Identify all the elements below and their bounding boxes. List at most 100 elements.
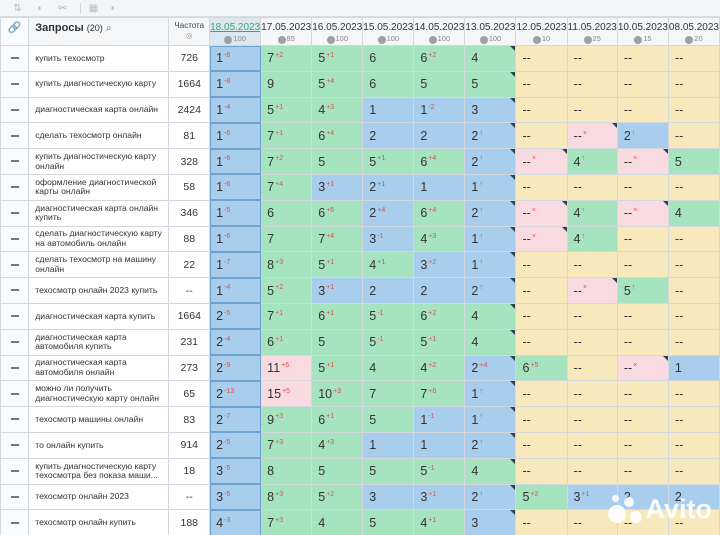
position-cell[interactable]: -- [515,173,568,201]
position-cell[interactable]: 6+1 [311,406,364,433]
query-text[interactable]: купить диагностическую карту [28,70,170,98]
position-cell[interactable]: -- [515,457,568,485]
position-cell[interactable]: 8 [260,457,313,485]
position-cell[interactable]: -- [515,431,568,459]
position-cell[interactable]: 2↑ [464,277,517,304]
position-cell[interactable]: 10+3 [311,380,364,408]
position-cell[interactable]: -- [616,70,669,98]
position-cell[interactable]: 5 [311,328,364,356]
position-cell[interactable]: 5 [413,70,466,98]
position-cell[interactable]: 1↑ [464,173,517,201]
position-cell[interactable]: -- [667,225,720,253]
row-menu[interactable] [0,483,30,511]
position-cell[interactable]: -- [616,96,669,124]
query-text[interactable]: техосмотр онлайн купить [28,509,170,535]
position-cell[interactable]: 3+2 [413,251,466,279]
row-menu[interactable] [0,406,30,433]
date-label[interactable]: 18.05.2023 [210,22,261,34]
position-cell[interactable]: 6 [362,45,415,72]
date-column-header[interactable]: 16.05.2023 100 [311,17,364,46]
search-icon[interactable]: ⌕ [105,23,112,34]
position-cell[interactable]: 4↑ [566,148,618,175]
position-cell[interactable]: 2 [413,122,466,150]
position-cell[interactable]: 4+2 [413,354,466,382]
position-cell[interactable]: -- [616,251,669,279]
position-cell[interactable]: -- [515,70,568,98]
minus-icon[interactable] [10,237,19,240]
minus-icon[interactable] [10,108,19,111]
position-cell[interactable]: 3+1 [566,483,618,511]
row-menu[interactable] [0,251,30,279]
position-cell[interactable]: 1-4 [209,277,262,304]
position-cell[interactable]: -- [515,328,568,356]
row-menu[interactable] [0,277,30,304]
row-menu[interactable] [0,431,30,459]
position-cell[interactable]: -- [566,509,618,535]
position-cell[interactable]: 5+1 [311,251,364,279]
query-text[interactable]: диагностическая карта онлайн купить [28,199,170,227]
position-cell[interactable]: 9 [260,70,313,98]
position-cell[interactable]: 5↑ [616,277,669,304]
position-cell[interactable]: 5+2 [311,483,364,511]
date-column-header[interactable]: 15.05.2023 100 [362,17,415,46]
position-cell[interactable]: 5+1 [311,354,364,382]
position-cell[interactable]: 1-6 [209,225,262,253]
query-text[interactable]: купить техосмотр [28,45,170,72]
position-cell[interactable]: -- [667,96,720,124]
position-cell[interactable]: 11+6 [260,354,313,382]
query-text[interactable]: техосмотр машины онлайн [28,406,170,433]
minus-icon[interactable] [10,134,19,137]
row-menu[interactable] [0,122,30,150]
position-cell[interactable]: --× [616,148,669,175]
position-cell[interactable]: 3-5 [209,457,262,485]
date-label[interactable]: 14.05.2023 [414,22,465,34]
position-cell[interactable]: 7+1 [260,122,313,150]
date-column-header[interactable]: 12.05.2023 10 [515,17,568,46]
position-cell[interactable]: 5+2 [260,277,313,304]
minus-icon[interactable] [10,495,19,498]
position-cell[interactable]: 15+5 [260,380,313,408]
position-cell[interactable]: -- [667,380,720,408]
row-menu[interactable] [0,225,30,253]
position-cell[interactable]: 7+4 [260,173,313,201]
position-cell[interactable]: 1↑ [464,225,517,253]
date-label[interactable]: 17.05.2023 [261,22,312,34]
position-cell[interactable]: 1-8 [209,70,262,98]
date-label[interactable]: 16.05.2023 [312,22,363,34]
position-cell[interactable]: -- [566,70,618,98]
query-text[interactable]: техосмотр онлайн 2023 [28,483,170,511]
minus-icon[interactable] [10,521,19,524]
position-cell[interactable]: 5-1 [362,302,415,330]
position-cell[interactable]: -- [566,45,618,72]
position-cell[interactable]: 2-13 [209,380,262,408]
position-cell[interactable]: 6+4 [413,199,466,227]
position-cell[interactable]: 6 [362,70,415,98]
position-cell[interactable]: 3 [464,509,517,535]
position-cell[interactable]: -- [566,406,618,433]
position-cell[interactable]: 5 [311,457,364,485]
position-cell[interactable]: 2-5 [209,431,262,459]
query-text[interactable]: техосмотр онлайн 2023 купить [28,277,170,304]
position-cell[interactable]: 1↑ [464,380,517,408]
position-cell[interactable]: 5 [362,406,415,433]
position-cell[interactable]: 4+3 [311,96,364,124]
query-text[interactable]: диагностическая карта автомобиля купить [28,328,170,356]
position-cell[interactable]: 4 [667,199,720,227]
position-cell[interactable]: --× [515,225,568,253]
minus-icon[interactable] [10,392,19,395]
position-cell[interactable]: 4 [362,354,415,382]
position-cell[interactable]: 2 [667,483,720,511]
query-column-header[interactable]: Запросы (20) ⌕ [28,17,170,46]
position-cell[interactable]: -- [515,277,568,304]
position-cell[interactable]: 4 [464,45,517,72]
position-cell[interactable]: 7+6 [413,380,466,408]
position-cell[interactable]: 3 [362,483,415,511]
position-cell[interactable]: 4+3 [311,431,364,459]
position-cell[interactable]: 1-6 [209,122,262,150]
query-text[interactable]: сделать техосмотр онлайн [28,122,170,150]
position-cell[interactable]: -- [616,328,669,356]
minus-icon[interactable] [10,82,19,85]
position-cell[interactable]: -- [667,302,720,330]
position-cell[interactable]: 5-1 [413,457,466,485]
position-cell[interactable]: -- [566,251,618,279]
